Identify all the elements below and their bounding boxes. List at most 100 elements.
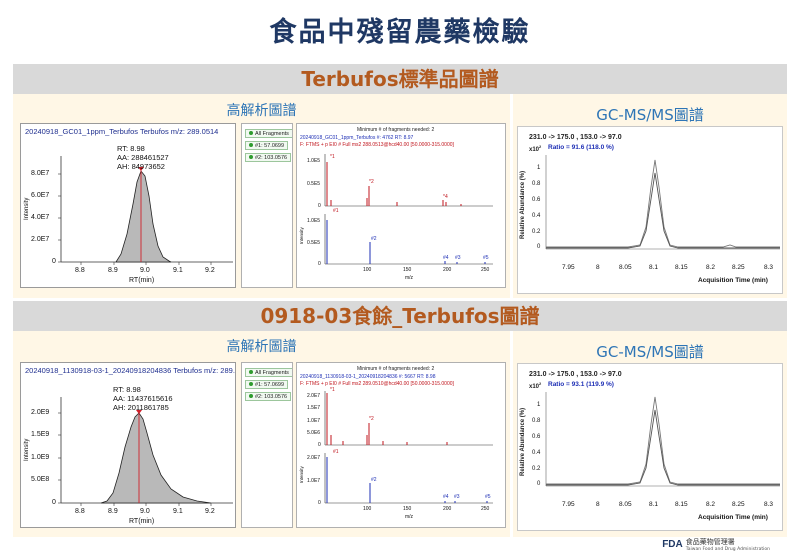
x-tick: 9.2 [205, 508, 215, 515]
x-tick: 100 [363, 506, 372, 512]
y-tick: 0.2 [532, 229, 541, 235]
y-tick: 8.0E7 [31, 170, 50, 177]
section-1-gc-label: GC-MS/MS圖譜 [596, 106, 704, 124]
gc-exponent-sup: 2 [539, 144, 542, 149]
fragments-all-toggle[interactable]: All Fragments [245, 129, 292, 138]
section-2-chromatogram: 20240918_1130918-03-1_20240918204836 Ter… [20, 362, 236, 528]
y-tick: 0 [537, 244, 541, 250]
x-tick: 9.1 [173, 508, 183, 515]
fragment-dot-icon [249, 394, 253, 398]
fragment-dot-icon [249, 155, 253, 159]
y-tick: 4.0E7 [31, 214, 50, 221]
y-axis-label: Intensity [24, 197, 30, 220]
x-tick: 150 [403, 506, 412, 512]
x-axis-label: RT(min) [129, 518, 155, 525]
x-tick: 8.2 [706, 264, 716, 271]
peak-label: *4 [443, 194, 448, 200]
section-1-title: Terbufos標準品圖譜 [13, 64, 787, 94]
x-tick: 8.3 [764, 501, 774, 508]
x-axis-label: RT(min) [129, 277, 155, 284]
fda-logo: FDA 食品藥物管理署 Taiwan Food and Drug Adminis… [662, 537, 770, 552]
x-tick: 8.15 [675, 501, 688, 508]
peak-label: #1 [333, 208, 339, 214]
spectrum-line1: 20240918_GC01_1ppm_Terbufos #: 4762 RT: … [300, 135, 414, 141]
gc-ratio: Ratio = 91.6 (118.0 %) [548, 144, 614, 151]
y-tick: 1.0E5 [307, 158, 321, 164]
fragment-item[interactable]: #1: 57.0699 [245, 380, 289, 389]
y-axis-label: Intensity [299, 227, 304, 244]
peak-label: #5 [485, 494, 491, 500]
x-tick: 8.9 [108, 267, 118, 274]
fragment-item[interactable]: #1: 57.0699 [245, 141, 289, 150]
gc-plot [545, 392, 780, 487]
x-tick: 250 [481, 267, 490, 273]
x-tick: 7.95 [562, 501, 575, 508]
x-tick: 8.8 [75, 267, 85, 274]
y-tick: 0.6 [532, 197, 541, 203]
y-tick: 0.8 [532, 418, 541, 424]
y-tick: 0.4 [532, 450, 541, 456]
fragment-label: #2: 103.0576 [255, 155, 288, 161]
x-tick: 9.2 [205, 267, 215, 274]
page-title: 食品中殘留農藥檢驗 [269, 17, 531, 48]
section-2-fragments-panel: All Fragments #1: 57.0699 #2: 103.0576 [241, 362, 293, 528]
peak-label: #4 [443, 494, 449, 500]
x-tick: 9.1 [173, 267, 183, 274]
gc-x-axis-label: Acquisition Time (min) [698, 277, 768, 284]
gc-ratio: Ratio = 93.1 (119.9 %) [548, 381, 614, 388]
section-1-ms2-spectrum: Minimum # of fragments needed: 2 2024091… [296, 123, 506, 288]
x-tick: 200 [443, 267, 452, 273]
chromatogram-header: 20240918_GC01_1ppm_Terbufos Terbufos m/z… [25, 127, 219, 136]
fragment-label: #1: 57.0699 [255, 143, 285, 149]
y-axis-label: Intensity [24, 438, 30, 461]
chromatogram-ah: AH: 84973652 [117, 162, 165, 171]
spectrum-line1: 20240918_1130918-03-1_20240918204836 #: … [300, 374, 436, 380]
gc-exponent: x10 [529, 384, 540, 390]
x-tick: 8.1 [649, 501, 659, 508]
section-1-gcmsms-chart: 231.0 -> 175.0 , 153.0 -> 97.0 x102 Rati… [517, 126, 783, 294]
section-1-hr-label: 高解析圖譜 [226, 103, 297, 119]
section-2-gc-label: GC-MS/MS圖譜 [596, 343, 704, 361]
y-tick: 1.0E7 [307, 478, 321, 484]
fragments-all-toggle[interactable]: All Fragments [245, 368, 292, 377]
x-tick: 8.3 [764, 264, 774, 271]
x-tick: 8.25 [732, 501, 745, 508]
fragment-item[interactable]: #2: 103.0576 [245, 392, 292, 401]
y-tick: 1.0E5 [307, 218, 321, 224]
spectrum-title: Minimum # of fragments needed: 2 [357, 127, 435, 133]
section-1-chromatogram: 20240918_GC01_1ppm_Terbufos Terbufos m/z… [20, 123, 236, 288]
y-tick: 0 [537, 481, 541, 487]
x-tick: 7.95 [562, 264, 575, 271]
fragment-item[interactable]: #2: 103.0576 [245, 153, 292, 162]
peak-label: #3 [455, 255, 461, 261]
y-tick: 1.0E9 [31, 454, 50, 461]
y-tick: 0.4 [532, 213, 541, 219]
y-axis-label: Intensity [299, 466, 304, 483]
fragment-label: #2: 103.0576 [255, 394, 288, 400]
spectrum-plot [324, 391, 493, 504]
gc-y-axis-label: Relative Abundance (%) [520, 170, 526, 239]
spectrum-line2: F: FTMS + p EI0 # Full ms2 289.0510@hcd4… [300, 381, 454, 387]
x-axis-label: m/z [405, 514, 414, 520]
peak-label: *2 [369, 416, 374, 422]
fda-mark: FDA [662, 539, 683, 550]
y-tick: 0.5E5 [307, 240, 321, 246]
x-tick: 8.15 [675, 264, 688, 271]
x-tick: 8 [596, 264, 600, 271]
section-2-gcmsms-chart: 231.0 -> 175.0 , 153.0 -> 97.0 x102 Rati… [517, 363, 783, 531]
x-tick: 8.05 [619, 501, 632, 508]
gc-y-axis-label: Relative Abundance (%) [520, 407, 526, 476]
section-2-ms2-spectrum: Minimum # of fragments needed: 2 2024091… [296, 362, 506, 528]
gc-exponent-sup: 2 [539, 381, 542, 386]
peak-label: *1 [330, 154, 335, 160]
section-2-title: 0918-03食餘_Terbufos圖譜 [13, 301, 787, 331]
y-tick: 0.8 [532, 181, 541, 187]
y-tick: 5.0E8 [31, 476, 50, 483]
x-tick: 9.0 [140, 267, 150, 274]
fda-name-cn: 食品藥物管理署 [685, 538, 735, 546]
x-axis-label: m/z [405, 275, 414, 281]
x-tick: 8.1 [649, 264, 659, 271]
y-tick: 1.5E7 [307, 405, 321, 411]
x-tick: 150 [403, 267, 412, 273]
peak-label: #2 [371, 477, 377, 483]
